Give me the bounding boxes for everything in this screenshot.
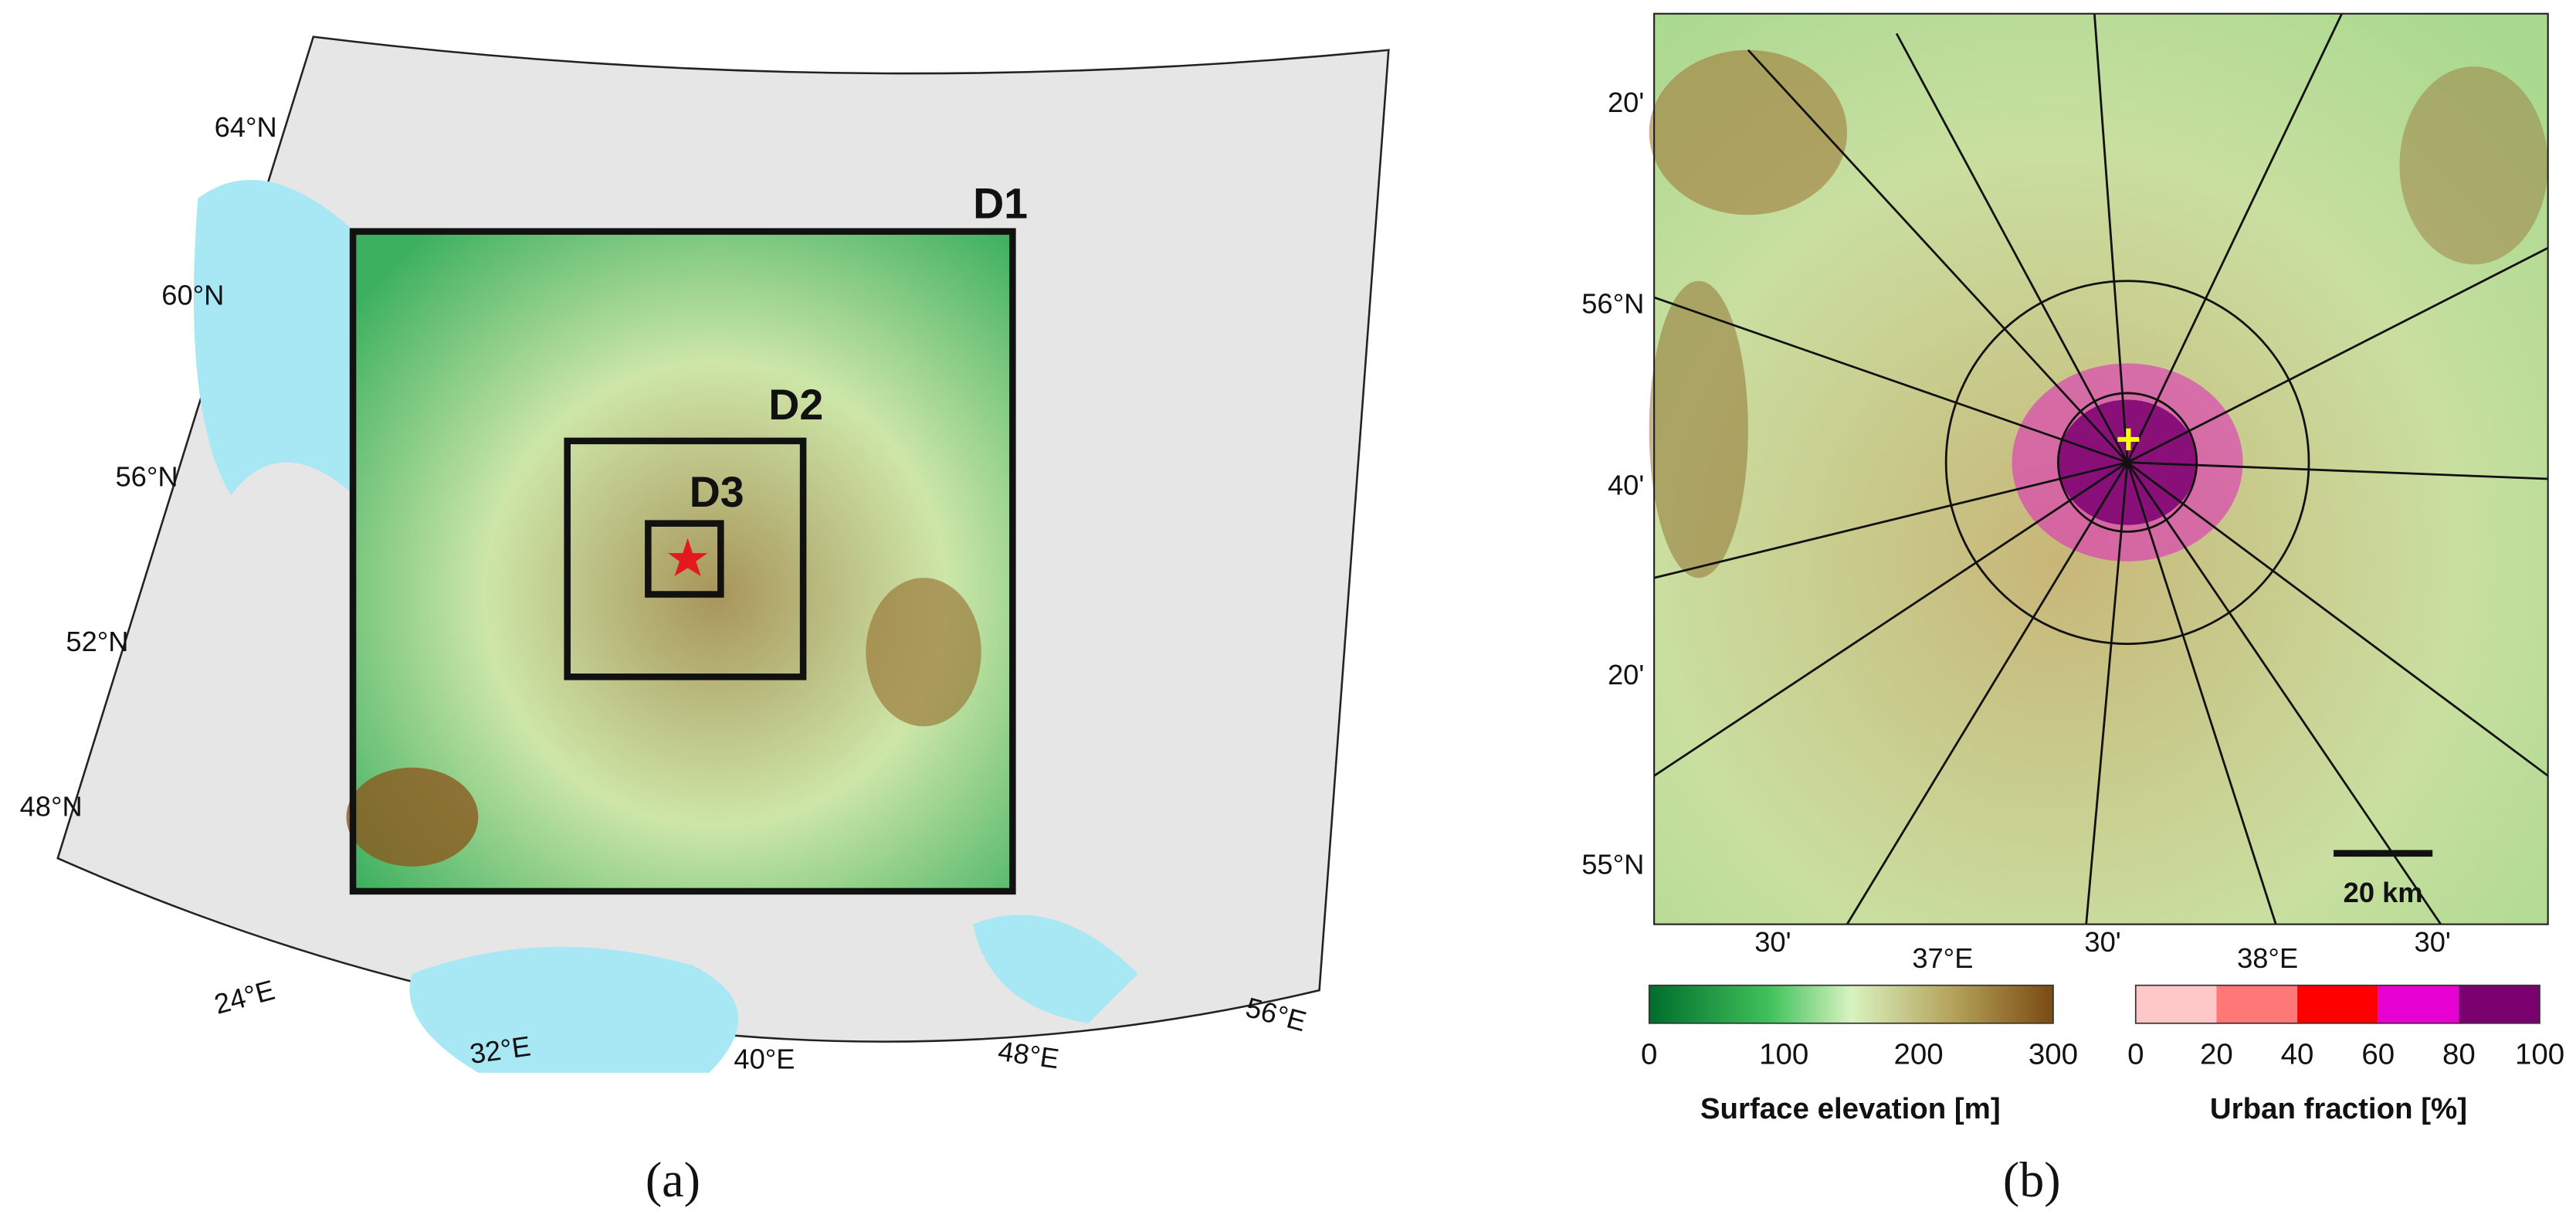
roads: [1653, 13, 2549, 925]
colorbar-tick-label: 200: [1893, 1038, 1943, 1071]
colorbar-tick-label: 60: [2361, 1038, 2395, 1071]
colorbar-tick-label: 0: [1641, 1038, 1657, 1071]
water: [409, 946, 739, 1073]
lat-label: 40': [1608, 469, 1644, 501]
terrain: [1649, 49, 1848, 215]
lat-label: 64°N: [215, 111, 277, 143]
lat-label: 20': [1608, 87, 1644, 118]
lon-label: 24°E: [211, 974, 278, 1020]
domain-box: [564, 437, 807, 680]
terrain: [866, 578, 981, 727]
map-frame: [1653, 12, 2549, 925]
elevation-colorbar: [1648, 984, 2054, 1024]
terrain: [346, 767, 479, 867]
domain-box: [645, 520, 724, 598]
colorbar-segment: [2216, 985, 2298, 1023]
lon-label: 30': [2415, 926, 2451, 958]
water: [193, 179, 355, 496]
star: [667, 538, 708, 577]
colorbar-tick-label: 300: [2029, 1038, 2078, 1071]
colorbar-segment: [2297, 985, 2378, 1023]
lat-label: 52°N: [66, 626, 128, 657]
lat-label: 56°N: [116, 461, 178, 493]
lon-label: 56°E: [1242, 991, 1310, 1037]
panel-a: D1 D2 D3 64°N 60°N 56°N 52°N 48°N 24°E 3…: [20, 36, 1390, 1207]
colorbar-frame: [2134, 984, 2540, 1024]
lon-label: 48°E: [996, 1035, 1061, 1075]
urban-colorbar: [2134, 984, 2540, 1024]
colorbar-label: Urban fraction [%]: [2210, 1092, 2467, 1125]
terrain: [2399, 66, 2548, 265]
lat-label: 60°N: [161, 280, 224, 311]
colorbar-segment: [2378, 985, 2459, 1023]
lon-label: 37°E: [1912, 942, 1973, 974]
domain-box: [349, 228, 1016, 895]
colorbar-tick-label: 0: [2127, 1038, 2144, 1071]
domain-label: D3: [690, 468, 744, 516]
colorbar-tick-label: 80: [2442, 1038, 2476, 1071]
lat-label: 56°N: [1581, 287, 1644, 319]
lon-label: 30': [2084, 926, 2120, 958]
colorbar-segment: [2135, 985, 2217, 1023]
water: [973, 915, 1138, 1023]
colorbar-label: Surface elevation [m]: [1700, 1092, 2001, 1125]
lat-label: 48°N: [20, 791, 83, 823]
lat-label: 20': [1608, 659, 1644, 691]
lon-label: 40°E: [734, 1043, 795, 1075]
domain-label: D1: [973, 179, 1028, 227]
caption: (a): [646, 1152, 700, 1207]
terrain: [1649, 280, 1748, 579]
colorbar-segment: [2459, 985, 2540, 1023]
panel-b: + 20 km 20' 56°N 40' 20' 55°N 30' 37°E 3…: [1581, 12, 2549, 1207]
caption: (b): [2003, 1152, 2061, 1207]
colorbar-tick-label: 40: [2281, 1038, 2314, 1071]
colorbar-tick-label: 100: [1759, 1038, 1808, 1071]
center-marker: +: [2116, 416, 2140, 463]
colorbar-tick-label: 20: [2200, 1038, 2233, 1071]
scale-label: 20 km: [2344, 877, 2423, 908]
domain-label: D2: [768, 381, 823, 429]
lon-label: 30': [1754, 926, 1791, 958]
colorbar-tick-label: 100: [2515, 1038, 2564, 1071]
lat-label: 55°N: [1581, 848, 1644, 880]
lon-label: 38°E: [2237, 942, 2298, 974]
